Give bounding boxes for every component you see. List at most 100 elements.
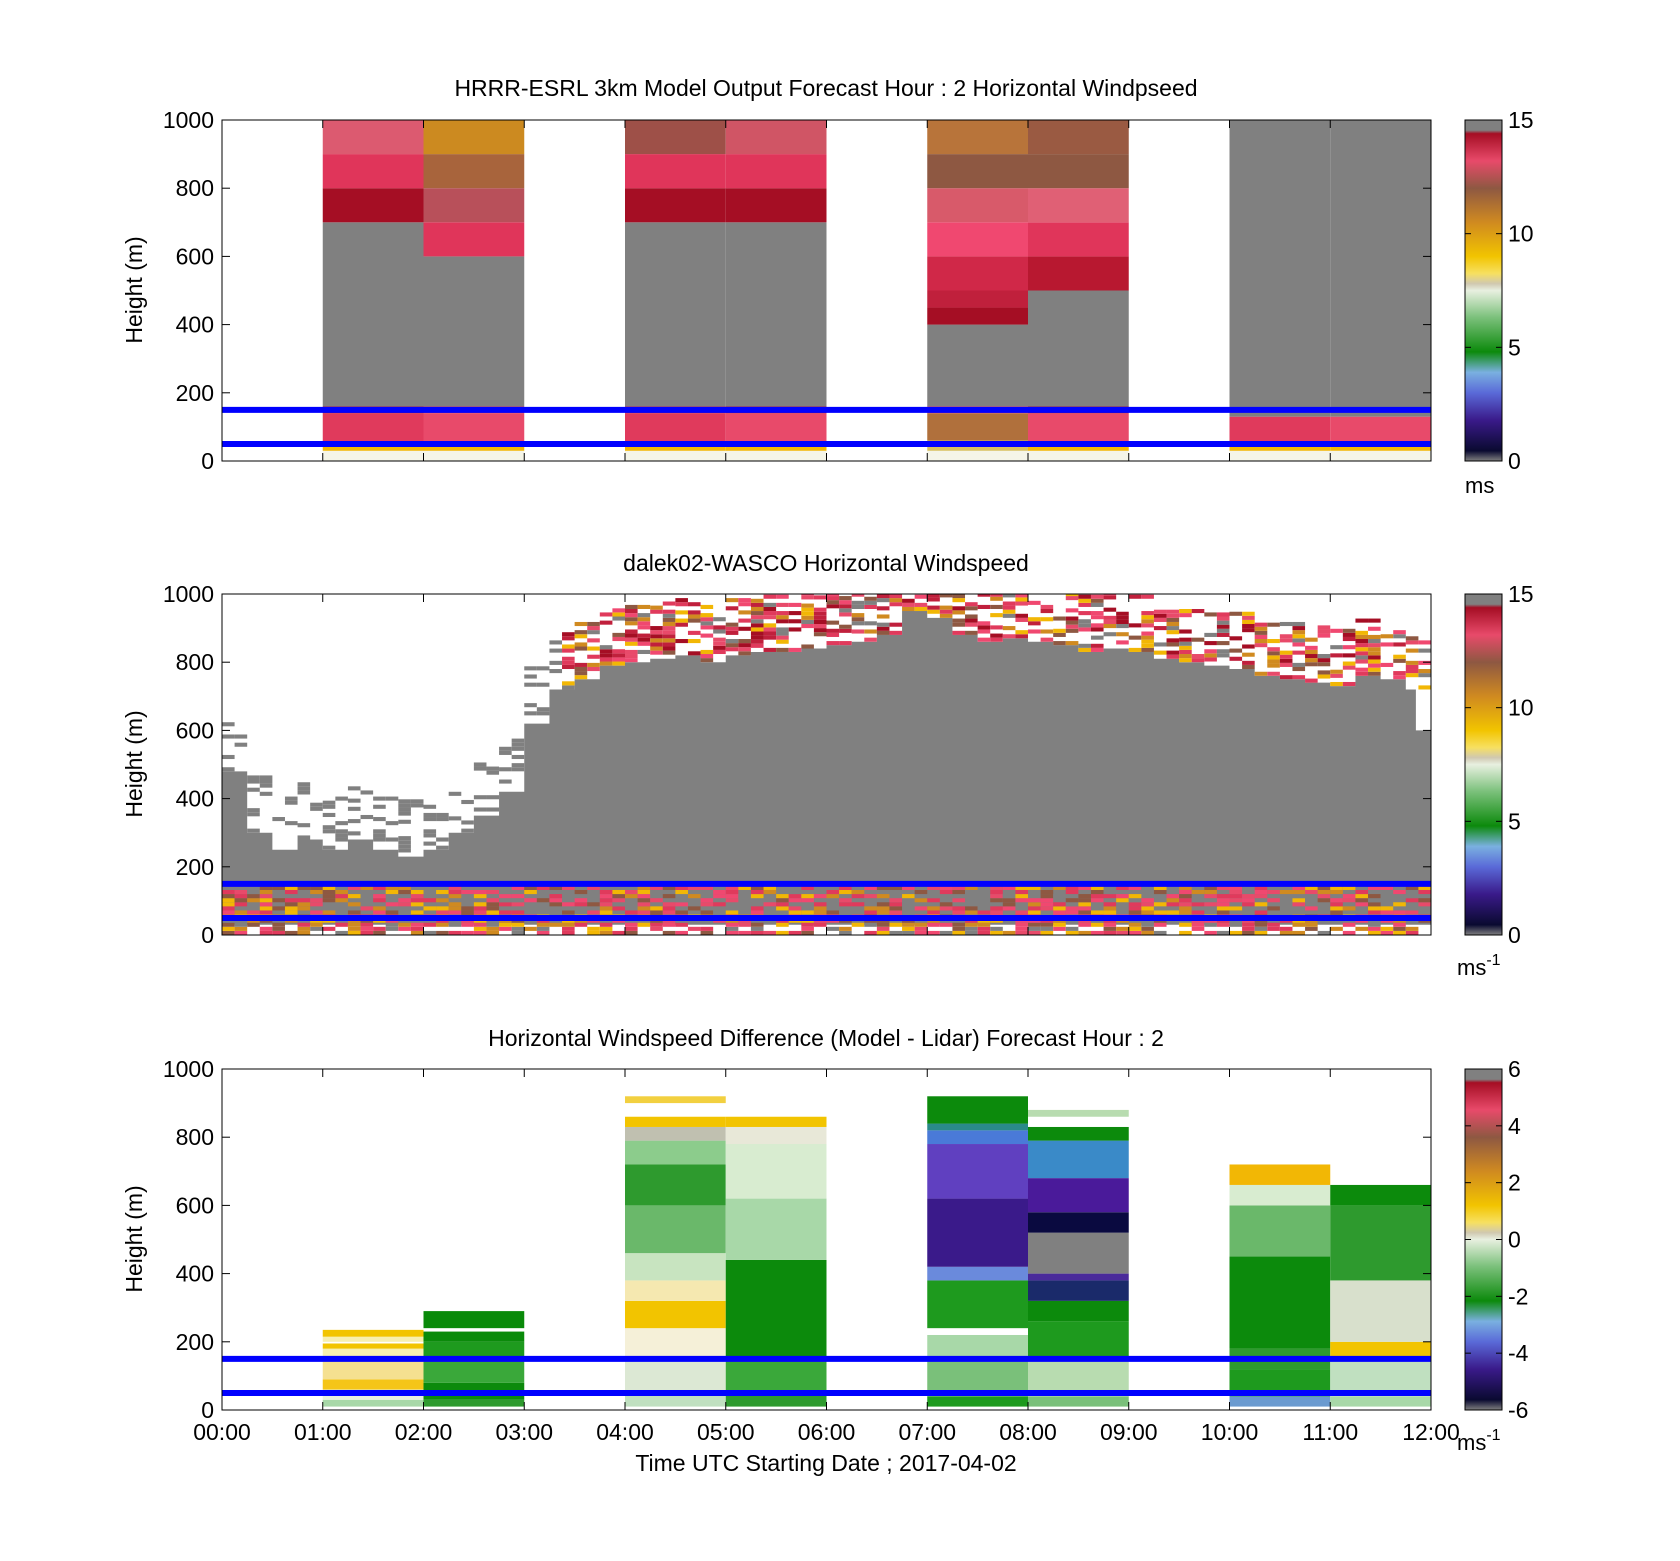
panel-model-x-ticks bbox=[221, 120, 1432, 461]
panel-lidar-cell bbox=[423, 829, 437, 834]
panel-lidar-cell bbox=[222, 767, 235, 772]
panel-model-cell bbox=[1229, 443, 1331, 451]
panel-lidar-cell bbox=[423, 804, 437, 809]
panel-lidar-cell bbox=[385, 837, 399, 842]
panel-lidar-cell bbox=[637, 889, 651, 895]
panel-difference-colorbar-tick-label: 0 bbox=[1508, 1227, 1521, 1253]
panel-lidar-cell bbox=[839, 902, 852, 907]
panel-lidar-cell bbox=[1279, 885, 1293, 890]
panel-lidar-cell bbox=[776, 894, 789, 899]
panel-lidar-cell bbox=[1393, 634, 1406, 639]
panel-lidar-cell bbox=[675, 930, 688, 935]
panel-lidar-cell bbox=[763, 627, 777, 632]
panel-lidar-cell bbox=[599, 902, 613, 907]
panel-lidar-cell bbox=[687, 906, 701, 911]
panel-difference-colorbar-tick-label: 2 bbox=[1508, 1170, 1521, 1196]
panel-lidar-cell bbox=[1015, 634, 1028, 639]
panel-lidar-cell bbox=[1380, 642, 1394, 647]
panel-lidar-cell bbox=[750, 889, 764, 895]
panel-lidar-cell bbox=[675, 922, 688, 927]
panel-lidar-cell bbox=[725, 910, 739, 915]
panel-lidar-cell bbox=[385, 902, 399, 907]
panel-lidar-cell bbox=[1292, 662, 1306, 667]
panel-lidar-cell bbox=[1179, 906, 1192, 911]
panel-lidar-cell bbox=[1229, 906, 1243, 911]
panel-lidar-cell bbox=[625, 637, 638, 642]
panel-lidar-cell bbox=[473, 906, 487, 911]
panel-lidar-cell bbox=[776, 635, 789, 640]
panel-lidar-cell bbox=[1317, 885, 1331, 890]
panel-lidar-cell bbox=[499, 889, 512, 895]
panel-lidar-cell bbox=[637, 902, 651, 907]
panel-lidar-cell bbox=[1090, 602, 1104, 607]
panel-lidar-cell bbox=[1330, 885, 1343, 890]
panel-lidar-cell bbox=[776, 898, 789, 903]
panel-lidar-cell bbox=[1141, 611, 1154, 616]
panel-lidar-cell bbox=[1141, 906, 1154, 911]
panel-lidar-cell bbox=[335, 889, 348, 895]
panel-lidar-cell bbox=[499, 926, 512, 931]
panel-lidar-cell bbox=[347, 926, 361, 931]
panel-lidar-cell bbox=[259, 885, 273, 890]
panel-lidar-cell bbox=[1153, 609, 1167, 614]
panel-lidar-cell bbox=[1141, 623, 1154, 628]
panel-difference: Horizontal Windspeed Difference (Model -… bbox=[121, 1025, 1529, 1476]
panel-model-cell bbox=[927, 188, 1028, 223]
panel-lidar-cell bbox=[952, 618, 966, 623]
panel-lidar-cell bbox=[738, 602, 751, 607]
panel-lidar-cell bbox=[549, 660, 563, 665]
panel-lidar-cell bbox=[1078, 902, 1091, 907]
panel-lidar-cell bbox=[637, 621, 651, 626]
panel-difference-cell bbox=[927, 1334, 1028, 1359]
panel-lidar-cell bbox=[612, 653, 625, 658]
panel-lidar-cell bbox=[952, 622, 966, 627]
panel-lidar-cell bbox=[1078, 643, 1091, 648]
panel-difference-cell bbox=[1229, 1256, 1331, 1349]
panel-lidar-cell bbox=[284, 910, 298, 915]
panel-lidar-cell bbox=[650, 906, 663, 911]
panel-lidar-cell bbox=[826, 898, 840, 903]
panel-lidar-cell bbox=[284, 902, 298, 907]
panel-difference-cell bbox=[423, 1358, 525, 1383]
panel-lidar-cell bbox=[1153, 642, 1167, 647]
panel-lidar-cell bbox=[562, 902, 575, 907]
panel-lidar-cell bbox=[436, 894, 449, 899]
panel-lidar-cell bbox=[1103, 910, 1117, 915]
panel-lidar-cell bbox=[889, 594, 903, 599]
panel-lidar-cell bbox=[750, 885, 764, 890]
panel-lidar-cell bbox=[574, 922, 588, 927]
panel-lidar-cell bbox=[738, 930, 751, 935]
panel-lidar-cell bbox=[612, 902, 625, 907]
panel-lidar-cell bbox=[599, 894, 613, 899]
panel-lidar-cell bbox=[625, 621, 638, 626]
panel-lidar-cell bbox=[687, 610, 701, 615]
panel-lidar-cell bbox=[625, 885, 638, 890]
panel-lidar-cell bbox=[902, 922, 915, 927]
panel-lidar-cell bbox=[247, 828, 260, 833]
panel-lidar-cell bbox=[1179, 649, 1192, 655]
panel-lidar-cell bbox=[1342, 922, 1356, 927]
panel-lidar-cell bbox=[1028, 621, 1041, 626]
panel-lidar-y-tick-label: 600 bbox=[176, 717, 214, 743]
panel-lidar-cell bbox=[385, 885, 399, 890]
panel-lidar-cell bbox=[423, 817, 437, 822]
panel-lidar-y-tick-label: 200 bbox=[176, 854, 214, 880]
panel-lidar-cell bbox=[1028, 926, 1041, 931]
panel-model-cell bbox=[725, 154, 827, 189]
panel-lidar-cell bbox=[1128, 922, 1142, 927]
panel-lidar-cell bbox=[1103, 906, 1117, 911]
panel-lidar-cell bbox=[1254, 906, 1268, 911]
panel-lidar-cell bbox=[1305, 637, 1318, 642]
panel-lidar-cell bbox=[801, 607, 814, 612]
panel-lidar-cell bbox=[851, 613, 865, 618]
panel-lidar-cell bbox=[725, 598, 739, 603]
panel-lidar-cell bbox=[1179, 902, 1192, 907]
panel-lidar-cell bbox=[1040, 604, 1054, 610]
panel-lidar-cell bbox=[1342, 930, 1356, 935]
panel-lidar-cell bbox=[322, 800, 336, 805]
panel-lidar-cell bbox=[1342, 894, 1356, 899]
panel-lidar-cell bbox=[1405, 889, 1419, 895]
panel-lidar-cell bbox=[1216, 885, 1230, 890]
panel-lidar-cell bbox=[1166, 902, 1180, 907]
panel-lidar-cell bbox=[687, 894, 701, 899]
